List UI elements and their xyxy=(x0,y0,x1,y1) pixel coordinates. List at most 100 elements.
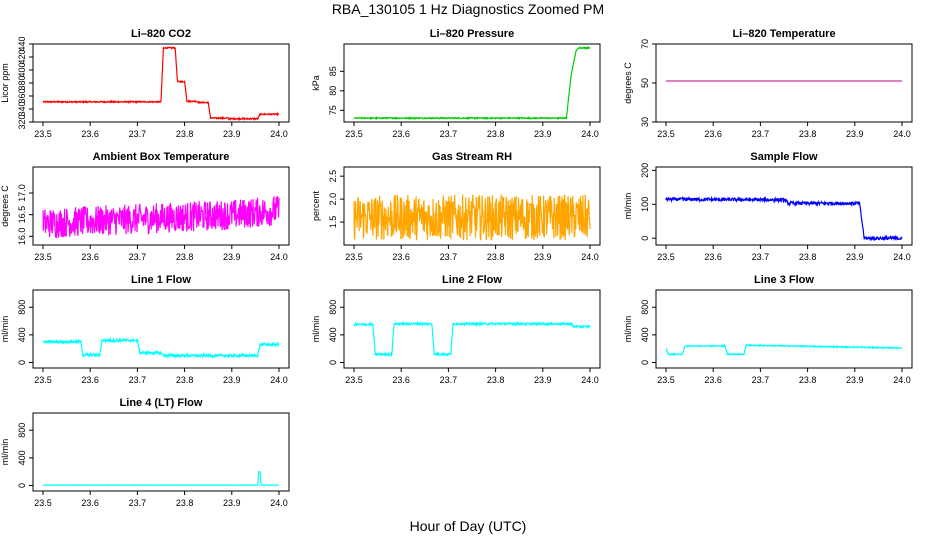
x-tick-label: 24.0 xyxy=(893,375,911,385)
y-tick-label: 16.0 xyxy=(17,228,27,246)
plot-frame xyxy=(655,166,913,246)
y-tick-label: 800 xyxy=(17,423,27,438)
y-tick-label: 320 xyxy=(17,114,27,129)
panel-10: Line 4 (LT) Flow ml/min 0 400 800 23.5 23.6 23.… xyxy=(0,397,290,508)
x-tick-label: 24.0 xyxy=(270,129,288,139)
panel-title: Gas Stream RH xyxy=(432,151,512,163)
y-tick-label: 800 xyxy=(17,300,27,315)
y-tick-label: 400 xyxy=(17,450,27,465)
x-tick-label: 24.0 xyxy=(270,498,288,508)
x-tick-label: 23.5 xyxy=(34,129,52,139)
x-tick-label: 23.8 xyxy=(176,375,194,385)
x-tick-label: 24.0 xyxy=(270,252,288,262)
y-tick-label: 200 xyxy=(640,163,650,178)
y-tick-label: 75 xyxy=(328,105,338,115)
y-tick-label: 800 xyxy=(328,300,338,315)
panel-title: Li–820 Temperature xyxy=(732,28,835,40)
panel-title: Ambient Box Temperature xyxy=(93,151,230,163)
y-tick-label: 85 xyxy=(328,66,338,76)
y-tick-label: 0 xyxy=(17,483,27,488)
y-tick-label: 400 xyxy=(640,327,650,342)
plot-frame xyxy=(343,43,601,123)
y-tick-label: 420 xyxy=(17,49,27,64)
x-tick-label: 23.5 xyxy=(345,129,363,139)
series-line xyxy=(665,342,903,357)
x-tick-label: 23.8 xyxy=(799,375,817,385)
series-line xyxy=(42,195,280,239)
y-tick-label: 380 xyxy=(17,75,27,90)
x-tick-label: 23.9 xyxy=(846,375,864,385)
plot-frame xyxy=(32,166,290,246)
x-tick-label: 23.9 xyxy=(846,252,864,262)
y-tick-label: 16.5 xyxy=(17,206,27,224)
x-tick-label: 23.6 xyxy=(81,375,99,385)
series-line xyxy=(42,470,280,487)
series-line xyxy=(353,320,591,358)
x-axis-label: Hour of Day (UTC) xyxy=(409,518,527,534)
panel-1: Li–820 CO2 Licor ppm 320340360380400420440… xyxy=(0,28,290,139)
y-axis-label: percent xyxy=(311,190,321,221)
series-line xyxy=(353,45,591,121)
y-tick-label: 70 xyxy=(640,39,650,49)
y-axis-label: ml/min xyxy=(0,316,10,343)
series-line xyxy=(42,336,280,359)
y-tick-label: 440 xyxy=(17,36,27,51)
y-tick-label: 100 xyxy=(640,197,650,212)
plot-frame xyxy=(32,289,290,369)
y-tick-label: 0 xyxy=(328,360,338,365)
x-tick-label: 23.8 xyxy=(176,252,194,262)
x-tick-label: 23.6 xyxy=(81,129,99,139)
x-tick-label: 24.0 xyxy=(581,252,599,262)
x-tick-label: 23.7 xyxy=(129,375,147,385)
x-tick-label: 23.5 xyxy=(34,252,52,262)
y-tick-label: 800 xyxy=(640,300,650,315)
y-tick-label: 0 xyxy=(17,360,27,365)
x-tick-label: 23.7 xyxy=(129,498,147,508)
x-tick-label: 23.7 xyxy=(440,375,458,385)
x-tick-label: 23.9 xyxy=(846,129,864,139)
x-tick-label: 23.9 xyxy=(223,375,241,385)
y-tick-label: 400 xyxy=(17,327,27,342)
y-tick-label: 0 xyxy=(640,360,650,365)
series-line xyxy=(42,46,280,121)
y-tick-label: 2.5 xyxy=(328,170,338,183)
panel-title: Line 4 (LT) Flow xyxy=(120,397,203,409)
x-tick-label: 23.8 xyxy=(487,375,505,385)
x-tick-label: 23.9 xyxy=(223,498,241,508)
x-tick-label: 23.9 xyxy=(534,129,552,139)
x-tick-label: 23.7 xyxy=(440,129,458,139)
plot-frame xyxy=(655,289,913,369)
y-axis-label: degrees C xyxy=(623,62,633,104)
y-axis-label: Licor ppm xyxy=(0,63,10,103)
panel-title: Li–820 Pressure xyxy=(430,28,514,40)
plot-frame xyxy=(343,289,601,369)
x-tick-label: 23.5 xyxy=(657,375,675,385)
x-tick-label: 23.7 xyxy=(752,252,770,262)
panel-5: Gas Stream RH percent 1.5 2.0 2.5 23.5 23.6 23.… xyxy=(311,151,601,262)
plot-frame xyxy=(343,166,601,246)
x-tick-label: 23.9 xyxy=(534,252,552,262)
x-tick-label: 23.7 xyxy=(129,129,147,139)
x-tick-label: 23.7 xyxy=(440,252,458,262)
y-tick-label: 17.0 xyxy=(17,184,27,202)
y-tick-label: 0 xyxy=(640,236,650,241)
x-tick-label: 23.6 xyxy=(392,129,410,139)
panel-title: Sample Flow xyxy=(750,151,818,163)
x-tick-label: 23.8 xyxy=(799,252,817,262)
y-axis-label: ml/min xyxy=(0,439,10,466)
y-tick-label: 340 xyxy=(17,101,27,116)
x-tick-label: 23.8 xyxy=(176,498,194,508)
series-line xyxy=(665,195,903,242)
panel-9: Line 3 Flow ml/min 0 400 800 23.5 23.6 23.7 23.8… xyxy=(623,274,913,385)
x-tick-label: 23.6 xyxy=(81,252,99,262)
panel-title: Line 3 Flow xyxy=(754,274,814,286)
x-tick-label: 23.6 xyxy=(392,252,410,262)
y-tick-label: 360 xyxy=(17,88,27,103)
x-tick-label: 23.5 xyxy=(345,375,363,385)
x-tick-label: 23.6 xyxy=(81,498,99,508)
plot-frame xyxy=(32,43,290,123)
x-tick-label: 23.8 xyxy=(799,129,817,139)
y-tick-label: 400 xyxy=(328,327,338,342)
y-axis-label: ml/min xyxy=(311,316,321,343)
